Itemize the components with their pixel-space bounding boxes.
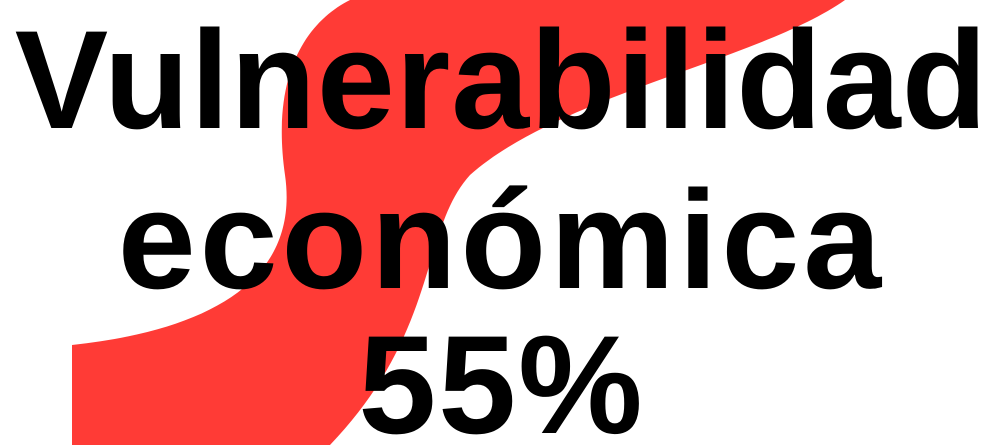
percentage-value: 55% xyxy=(358,306,645,445)
headline-line-2: económica xyxy=(117,161,886,318)
headline-line-1: Vulnerabilidad xyxy=(14,1,989,158)
red-swoosh-shape xyxy=(72,0,845,445)
